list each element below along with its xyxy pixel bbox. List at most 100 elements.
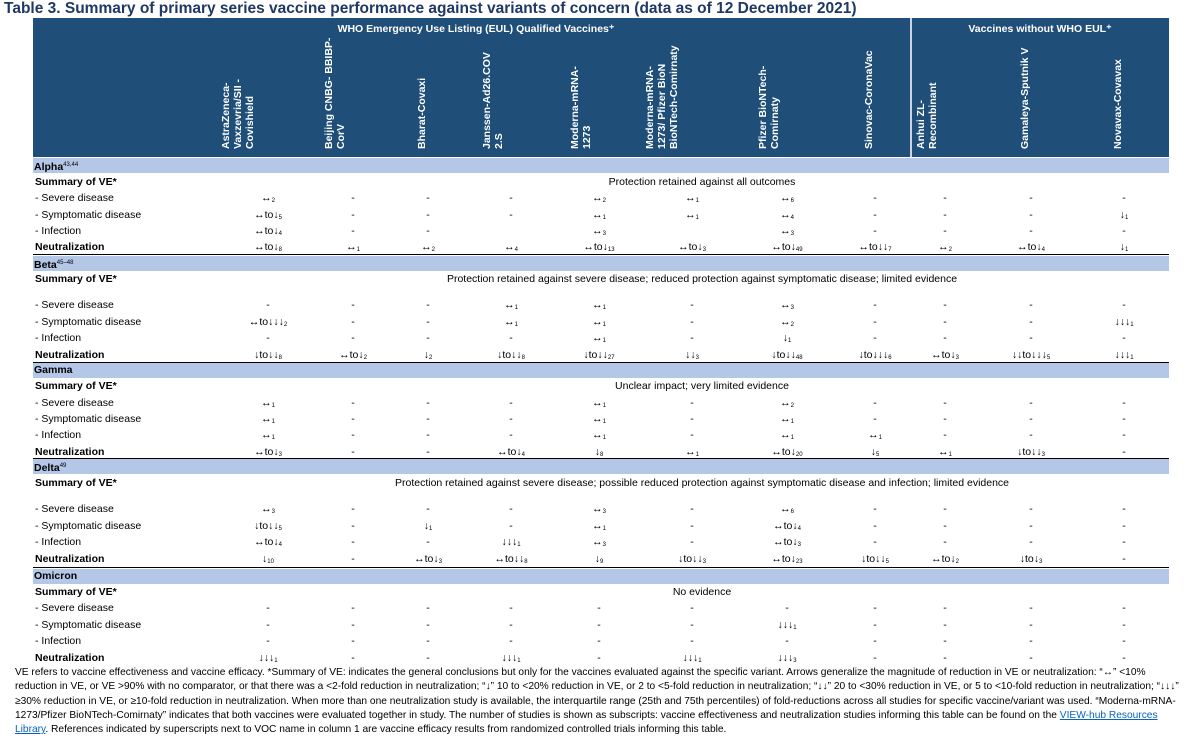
table-cell: - bbox=[351, 429, 355, 441]
table-cell: ↔to↓4 bbox=[1017, 241, 1045, 253]
study-count: 1 bbox=[1130, 355, 1134, 361]
footnote-text: VE refers to vaccine effectiveness and v… bbox=[15, 667, 1179, 721]
table-header: WHO Emergency Use Listing (EUL) Qualifie… bbox=[33, 18, 1169, 157]
vaccine-header-label: Pfizer BioNTech- Comirnaty bbox=[757, 65, 781, 149]
table-cell: - bbox=[943, 192, 947, 204]
vaccine-header-label: Moderna-mRNA- 1273/ Pfizer BioN BioNTech-C… bbox=[644, 45, 680, 149]
vaccine-header: Pfizer BioNTech- Comirnaty bbox=[757, 66, 795, 149]
table-cell: - bbox=[1122, 332, 1126, 344]
table-cell: ↓9 bbox=[594, 553, 604, 565]
table-cell: ↔to↓↓7 bbox=[858, 241, 892, 253]
table-cell: ↔to↓23 bbox=[771, 553, 803, 565]
table-cell: - bbox=[943, 503, 947, 515]
table-cell: - bbox=[509, 413, 513, 425]
study-count: 1 bbox=[878, 435, 882, 441]
table-cell: - bbox=[785, 635, 789, 647]
study-count: 1 bbox=[602, 305, 606, 311]
study-count: 8 bbox=[521, 355, 525, 361]
table-cell: - bbox=[509, 209, 513, 221]
table-cell: - bbox=[943, 332, 947, 344]
table-cell: - bbox=[1122, 225, 1126, 237]
study-count: 4 bbox=[521, 452, 525, 458]
study-count: 27 bbox=[607, 355, 615, 361]
study-count: 1 bbox=[274, 658, 278, 664]
study-count: 8 bbox=[278, 355, 282, 361]
study-count: 1 bbox=[271, 403, 275, 409]
table-cell: - bbox=[351, 520, 355, 532]
table-cell: - bbox=[873, 602, 877, 614]
table-cell: - bbox=[1122, 602, 1126, 614]
study-count: 1 bbox=[695, 198, 699, 204]
table-cell: - bbox=[266, 635, 270, 647]
table-cell: - bbox=[266, 619, 270, 631]
neutralization-label: Neutralization bbox=[35, 553, 105, 565]
vaccine-header: Novavax-Covavax bbox=[1112, 59, 1138, 149]
study-count: 3 bbox=[1041, 452, 1045, 458]
study-count: 1 bbox=[602, 322, 606, 328]
table-cell: - bbox=[1029, 413, 1033, 425]
table-cell: - bbox=[597, 619, 601, 631]
table-cell: - bbox=[873, 536, 877, 548]
table-cell: ↔4 bbox=[504, 241, 518, 253]
variant-name: Delta49 bbox=[34, 462, 67, 474]
neutralization-label: Neutralization bbox=[35, 446, 105, 458]
study-count: 2 bbox=[790, 403, 794, 409]
table-cell: ↓to↓↓8 bbox=[497, 349, 525, 361]
study-count: 7 bbox=[888, 247, 892, 253]
study-count: 1 bbox=[790, 419, 794, 425]
table-cell: - bbox=[351, 332, 355, 344]
table-cell: ↔to↓↓8 bbox=[494, 553, 528, 565]
vaccine-header-label: Beijing CNBG- BBIBP- CorV bbox=[323, 37, 347, 149]
study-count: 3 bbox=[702, 247, 706, 253]
table-cell: - bbox=[426, 652, 430, 664]
table-cell: ↔1 bbox=[938, 446, 952, 458]
view-hub-link[interactable]: VIEW-hub Resources Library bbox=[15, 709, 1158, 736]
table-cell: - bbox=[1122, 503, 1126, 515]
study-count: 1 bbox=[787, 338, 792, 344]
table-cell: ↔1 bbox=[592, 429, 606, 441]
study-count: 5 bbox=[875, 452, 880, 458]
table-cell: - bbox=[943, 520, 947, 532]
variant-reference: 49 bbox=[59, 463, 67, 469]
table-cell: ↔to↓2 bbox=[339, 349, 367, 361]
variant-name: Gamma bbox=[34, 364, 73, 376]
study-count: 4 bbox=[790, 215, 794, 221]
table-cell: - bbox=[509, 520, 513, 532]
study-count: 49 bbox=[795, 247, 803, 253]
study-count: 3 bbox=[278, 452, 282, 458]
table-cell: ↔6 bbox=[780, 192, 794, 204]
table-cell: - bbox=[1122, 520, 1126, 532]
table-cell: - bbox=[873, 299, 877, 311]
table-cell: - bbox=[873, 192, 877, 204]
table-cell: ↔to↓8 bbox=[254, 241, 282, 253]
study-count: 1 bbox=[1124, 215, 1129, 221]
table-cell: ↔1 bbox=[685, 446, 699, 458]
table-cell: ↔1 bbox=[592, 397, 606, 409]
table-cell: - bbox=[351, 209, 355, 221]
table-cell: - bbox=[943, 429, 947, 441]
study-count: 3 bbox=[702, 559, 706, 565]
table-cell: ↔1 bbox=[504, 316, 518, 328]
study-count: 3 bbox=[695, 355, 699, 361]
table-cell: ↓↓↓1 bbox=[682, 652, 702, 664]
table-cell: - bbox=[873, 413, 877, 425]
table-cell: ↓↓↓1 bbox=[501, 652, 521, 664]
table-cell: ↔to↓20 bbox=[771, 446, 803, 458]
table-cell: - bbox=[351, 619, 355, 631]
table-cell: - bbox=[426, 316, 430, 328]
study-count: 6 bbox=[790, 509, 794, 515]
table-cell: ↔6 bbox=[780, 503, 794, 515]
table-cell: ↓to↓3 bbox=[1019, 553, 1043, 565]
table-cell: - bbox=[351, 225, 355, 237]
vaccine-header: Moderna-mRNA- 1273 bbox=[569, 66, 607, 149]
study-count: 8 bbox=[599, 452, 604, 458]
table-cell: - bbox=[266, 299, 270, 311]
table-cell: ↓to↓↓48 bbox=[771, 349, 803, 361]
table-cell: - bbox=[1122, 299, 1126, 311]
table-cell: - bbox=[509, 602, 513, 614]
table-cell: - bbox=[351, 446, 355, 458]
table-cell: ↔to↓4 bbox=[773, 520, 801, 532]
table-cell: - bbox=[690, 316, 694, 328]
study-count: 1 bbox=[602, 419, 606, 425]
table-cell: ↔1 bbox=[592, 332, 606, 344]
